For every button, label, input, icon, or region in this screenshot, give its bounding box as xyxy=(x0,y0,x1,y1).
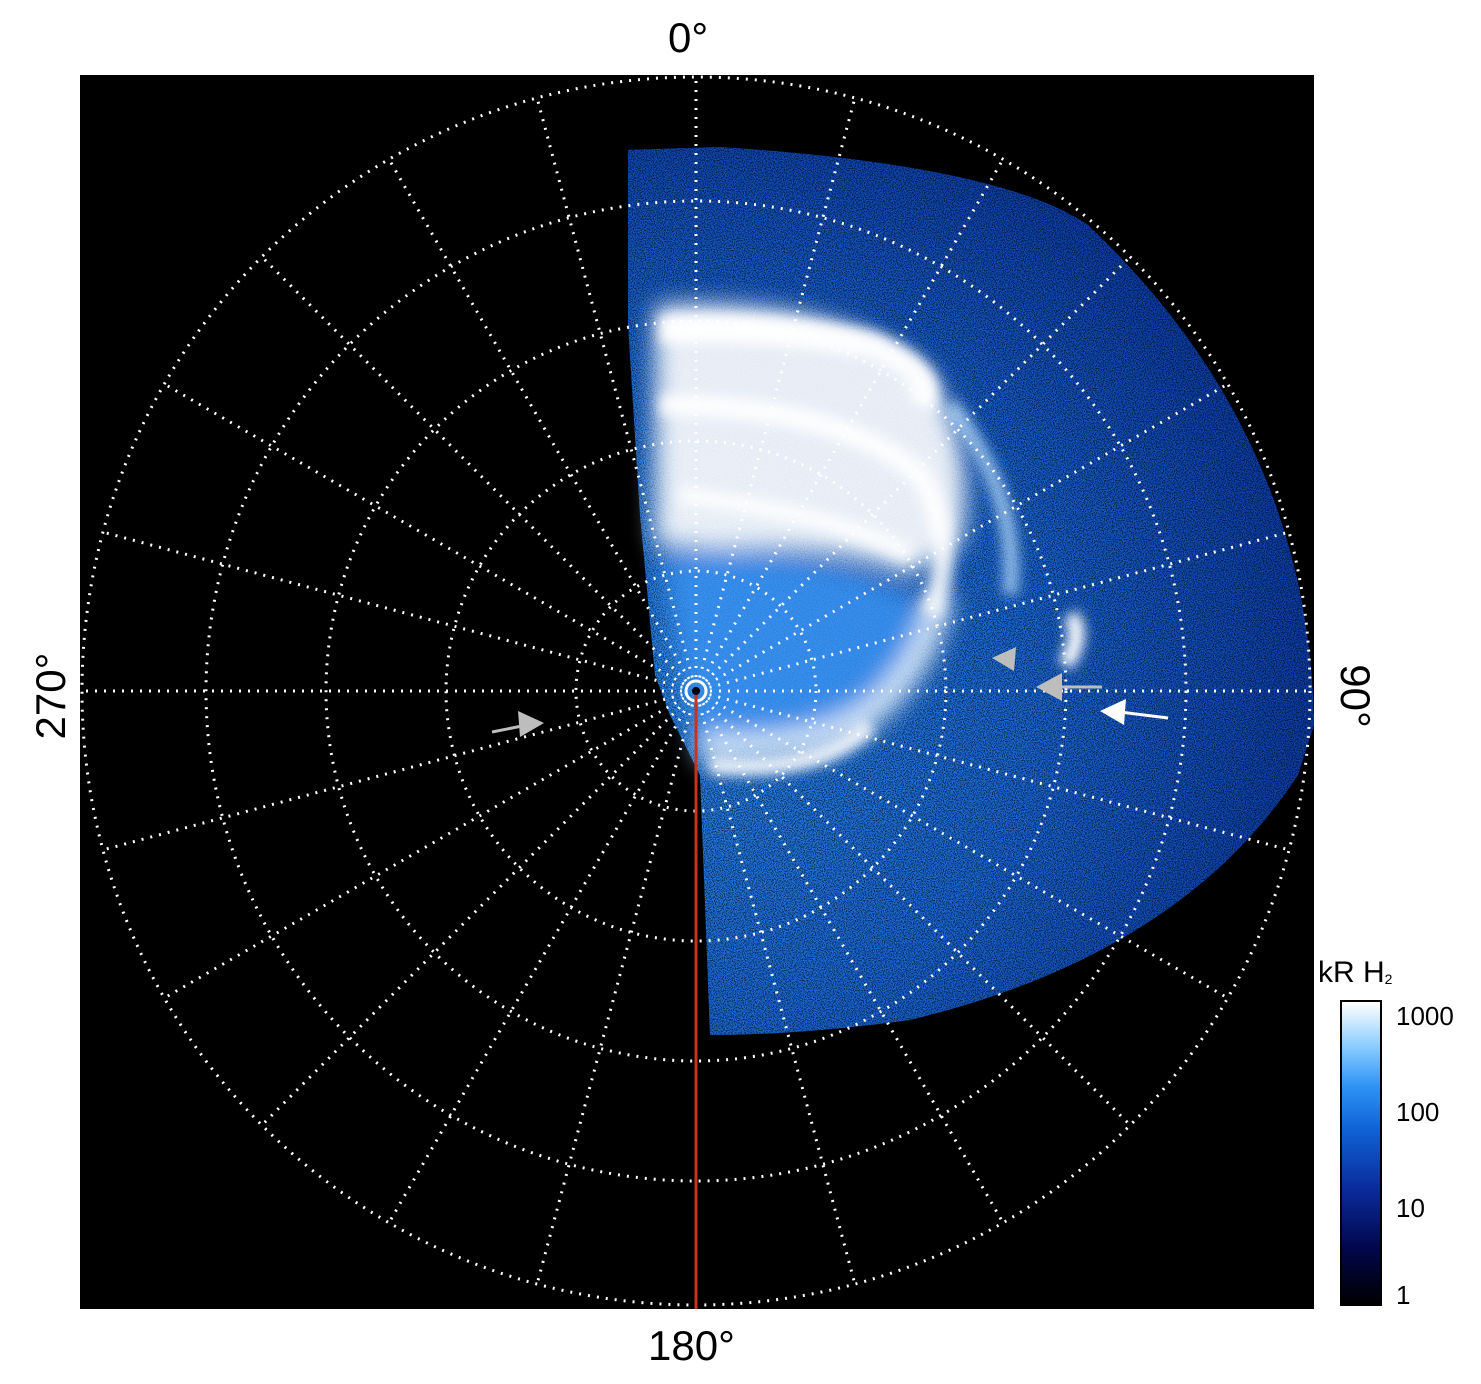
pole-dot xyxy=(692,687,700,695)
arrowhead-icon xyxy=(992,647,1016,671)
longitude-spoke xyxy=(163,382,685,686)
longitude-spoke xyxy=(709,693,1290,852)
longitude-spoke xyxy=(707,382,1229,686)
longitude-spoke xyxy=(704,255,1132,683)
longitude-label-180: 180° xyxy=(648,1322,735,1369)
longitude-spoke xyxy=(709,530,1290,689)
latitude-circle xyxy=(324,319,1068,1063)
longitude-spoke xyxy=(698,97,857,678)
longitude-spoke xyxy=(535,704,694,1285)
colorbar-tick: 10 xyxy=(1396,1193,1425,1223)
auroral-emission xyxy=(80,75,1314,1309)
longitude-spoke xyxy=(701,158,1005,680)
longitude-spoke xyxy=(698,704,857,1285)
longitude-spoke xyxy=(260,699,688,1127)
longitude-spoke xyxy=(387,702,691,1224)
longitude-spoke xyxy=(102,530,683,689)
main-oval-glow xyxy=(655,303,966,765)
longitude-spoke xyxy=(163,696,685,1000)
longitude-label-90: 90° xyxy=(1332,664,1379,728)
arrow-icon xyxy=(1100,699,1169,725)
polar-grid xyxy=(80,75,1312,1307)
longitude-spoke xyxy=(387,158,691,680)
longitude-spoke xyxy=(704,699,1132,1127)
colorbar-tick: 100 xyxy=(1396,1097,1440,1127)
longitude-spoke xyxy=(535,97,694,678)
latitude-circle xyxy=(574,569,818,813)
arrow-icon xyxy=(491,711,544,737)
arrow-icon xyxy=(1036,673,1102,701)
auroral-arcs xyxy=(659,315,1085,776)
longitude-spoke xyxy=(102,693,683,852)
longitude-spoke xyxy=(707,696,1229,1000)
longitude-label-0: 0° xyxy=(668,14,709,61)
polar-projection-image xyxy=(80,75,1314,1309)
colorbar-tick: 1 xyxy=(1396,1280,1411,1310)
longitude-spoke xyxy=(701,702,1005,1224)
longitude-label-270: 270° xyxy=(27,652,74,740)
colorbar-title: kR H2 xyxy=(1318,956,1393,989)
colorbar-tick: 1000 xyxy=(1396,1001,1454,1031)
latitude-circle xyxy=(204,199,1188,1183)
colorbar xyxy=(1340,1000,1382,1306)
longitude-spoke xyxy=(260,255,688,683)
